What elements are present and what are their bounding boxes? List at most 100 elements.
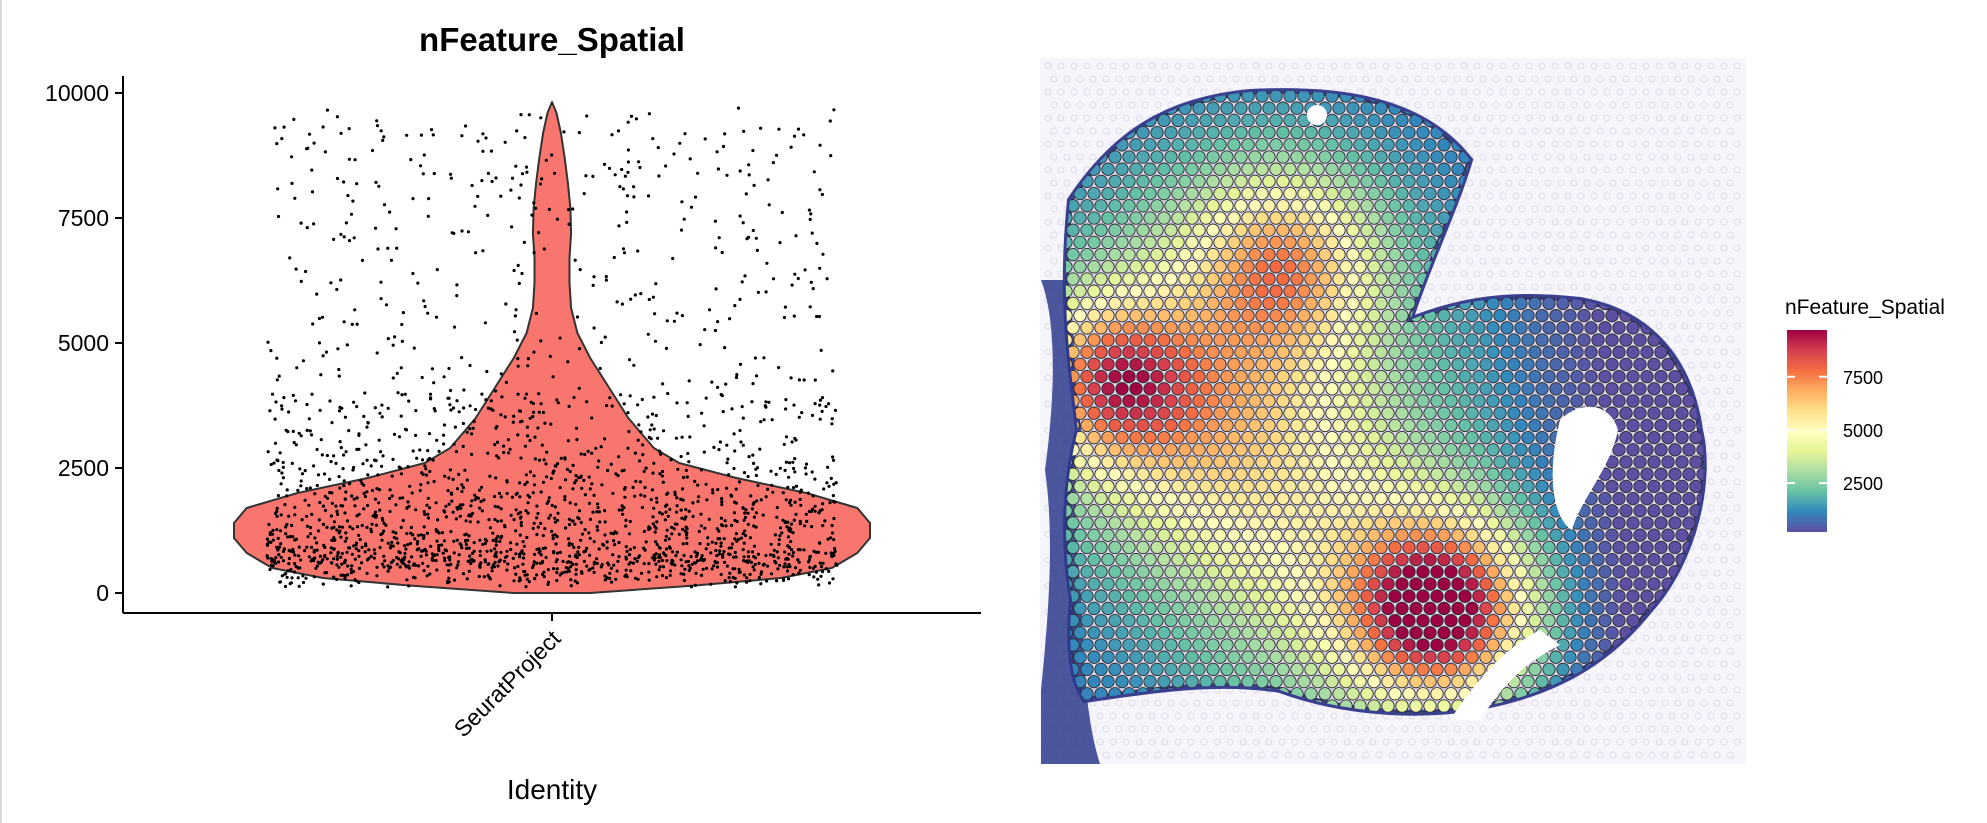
- data-point: [437, 546, 441, 550]
- capture-dot: [1499, 192, 1507, 200]
- data-point: [290, 181, 294, 185]
- data-point: [702, 424, 706, 428]
- data-point: [280, 137, 284, 141]
- data-point: [450, 231, 454, 235]
- capture-dot: [1544, 699, 1552, 707]
- data-point: [494, 426, 498, 430]
- capture-dot: [1557, 179, 1565, 187]
- data-point: [756, 483, 760, 488]
- data-point: [684, 468, 689, 472]
- data-point: [616, 559, 620, 564]
- capture-dot: [1050, 179, 1058, 187]
- data-point: [347, 127, 351, 131]
- data-point: [318, 408, 322, 412]
- data-point: [414, 409, 418, 413]
- data-point: [323, 571, 327, 575]
- data-point: [789, 145, 793, 149]
- data-point: [733, 585, 738, 589]
- capture-dot: [1440, 101, 1448, 109]
- capture-dot: [1109, 62, 1117, 70]
- data-point: [670, 550, 675, 554]
- capture-dot: [1551, 192, 1559, 200]
- data-point: [275, 528, 279, 532]
- capture-dot: [1525, 712, 1533, 720]
- data-point: [734, 532, 739, 536]
- data-point: [569, 584, 573, 588]
- capture-dot: [1499, 270, 1507, 278]
- capture-dot: [1070, 62, 1078, 70]
- capture-dot: [1726, 101, 1734, 109]
- data-point: [339, 278, 343, 282]
- data-point: [335, 563, 339, 567]
- data-point: [746, 235, 751, 239]
- data-point: [623, 486, 627, 490]
- data-point: [364, 443, 368, 447]
- data-point: [629, 569, 633, 573]
- capture-dot: [1629, 634, 1637, 642]
- capture-dot: [1226, 738, 1234, 746]
- data-point: [430, 367, 434, 371]
- capture-dot: [1557, 127, 1565, 135]
- data-point: [309, 559, 313, 563]
- capture-dot: [1174, 738, 1182, 746]
- data-point: [517, 281, 521, 285]
- capture-dot: [1694, 660, 1702, 668]
- data-point: [378, 411, 382, 415]
- data-point: [461, 421, 465, 426]
- data-point: [320, 315, 325, 319]
- data-point: [435, 268, 439, 272]
- data-point: [476, 194, 480, 198]
- data-point: [571, 519, 575, 523]
- data-point: [285, 575, 289, 580]
- capture-dot: [1057, 140, 1065, 148]
- capture-dot: [1564, 686, 1572, 694]
- data-point: [574, 568, 578, 572]
- data-point: [377, 184, 381, 188]
- data-point: [269, 349, 273, 353]
- capture-dot: [1473, 88, 1481, 96]
- data-point: [527, 113, 531, 117]
- capture-dot: [1057, 114, 1065, 122]
- data-point: [682, 553, 686, 558]
- data-point: [328, 477, 332, 481]
- capture-dot: [1336, 75, 1344, 83]
- data-point: [391, 343, 395, 347]
- capture-dot: [1694, 192, 1702, 200]
- data-point: [469, 514, 473, 518]
- capture-dot: [1206, 699, 1214, 707]
- data-point: [705, 566, 709, 570]
- data-point: [491, 531, 495, 535]
- data-point: [282, 547, 286, 551]
- data-point: [424, 467, 428, 471]
- data-point: [767, 203, 771, 207]
- capture-dot: [1323, 751, 1331, 759]
- data-point: [819, 565, 824, 569]
- capture-dot: [1726, 387, 1734, 395]
- capture-dot: [1694, 88, 1702, 96]
- data-point: [526, 357, 530, 361]
- data-point: [750, 550, 755, 554]
- data-point: [754, 511, 759, 515]
- data-point: [426, 481, 430, 485]
- data-point: [411, 449, 415, 453]
- data-point: [786, 544, 790, 548]
- capture-dot: [1583, 75, 1591, 83]
- capture-dot: [1629, 738, 1637, 746]
- data-point: [754, 236, 758, 240]
- data-point: [422, 153, 426, 157]
- data-point: [710, 380, 714, 384]
- data-point: [464, 542, 468, 547]
- capture-dot: [1544, 205, 1552, 213]
- data-point: [352, 465, 356, 470]
- data-point: [275, 506, 279, 510]
- data-point: [713, 328, 718, 333]
- data-point: [746, 550, 751, 554]
- data-point: [525, 573, 529, 577]
- data-point: [281, 549, 286, 554]
- data-point: [732, 500, 737, 504]
- data-point: [271, 538, 275, 542]
- data-point: [554, 542, 558, 546]
- data-point: [463, 468, 467, 472]
- capture-dot: [1096, 140, 1104, 148]
- data-point: [422, 525, 426, 529]
